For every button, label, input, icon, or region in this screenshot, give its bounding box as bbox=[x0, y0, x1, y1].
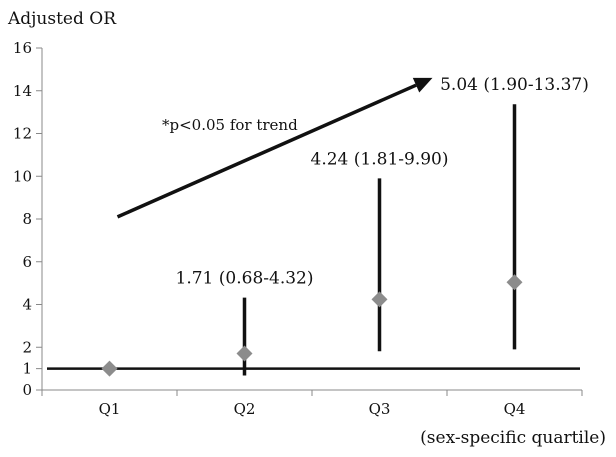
y-tick-label: 1 bbox=[22, 360, 32, 378]
y-tick-label: 6 bbox=[22, 253, 32, 271]
y-tick-label: 4 bbox=[22, 296, 32, 314]
y-tick-label: 10 bbox=[13, 167, 32, 185]
data-label: 1.71 (0.68-4.32) bbox=[176, 269, 314, 289]
y-tick-label: 12 bbox=[13, 125, 32, 143]
data-point bbox=[236, 345, 253, 362]
data-label: 4.24 (1.81-9.90) bbox=[311, 149, 449, 169]
data-point bbox=[506, 274, 523, 291]
x-axis-title: (sex-specific quartile) bbox=[420, 428, 606, 448]
x-tick-label: Q4 bbox=[504, 400, 526, 418]
trend-annotation: *p<0.05 for trend bbox=[162, 116, 298, 134]
trend-arrow-head bbox=[412, 77, 433, 93]
y-tick-label: 8 bbox=[22, 210, 32, 228]
data-point bbox=[101, 360, 118, 377]
y-axis-title: Adjusted OR bbox=[7, 9, 117, 29]
y-tick-label: 14 bbox=[13, 82, 32, 100]
y-tick-label: 0 bbox=[22, 381, 32, 399]
x-tick-label: Q2 bbox=[234, 400, 256, 418]
x-tick-label: Q1 bbox=[99, 400, 121, 418]
y-tick-label: 2 bbox=[22, 338, 32, 356]
x-tick-label: Q3 bbox=[369, 400, 391, 418]
y-tick-label: 16 bbox=[13, 39, 32, 57]
data-label: 5.04 (1.90-13.37) bbox=[440, 75, 589, 95]
chart-marks: 1.71 (0.68-4.32) 4.24 (1.81-9.90) 5.04 (1.… bbox=[47, 75, 589, 377]
data-point bbox=[371, 291, 388, 308]
trend-arrow-shaft bbox=[116, 83, 417, 219]
